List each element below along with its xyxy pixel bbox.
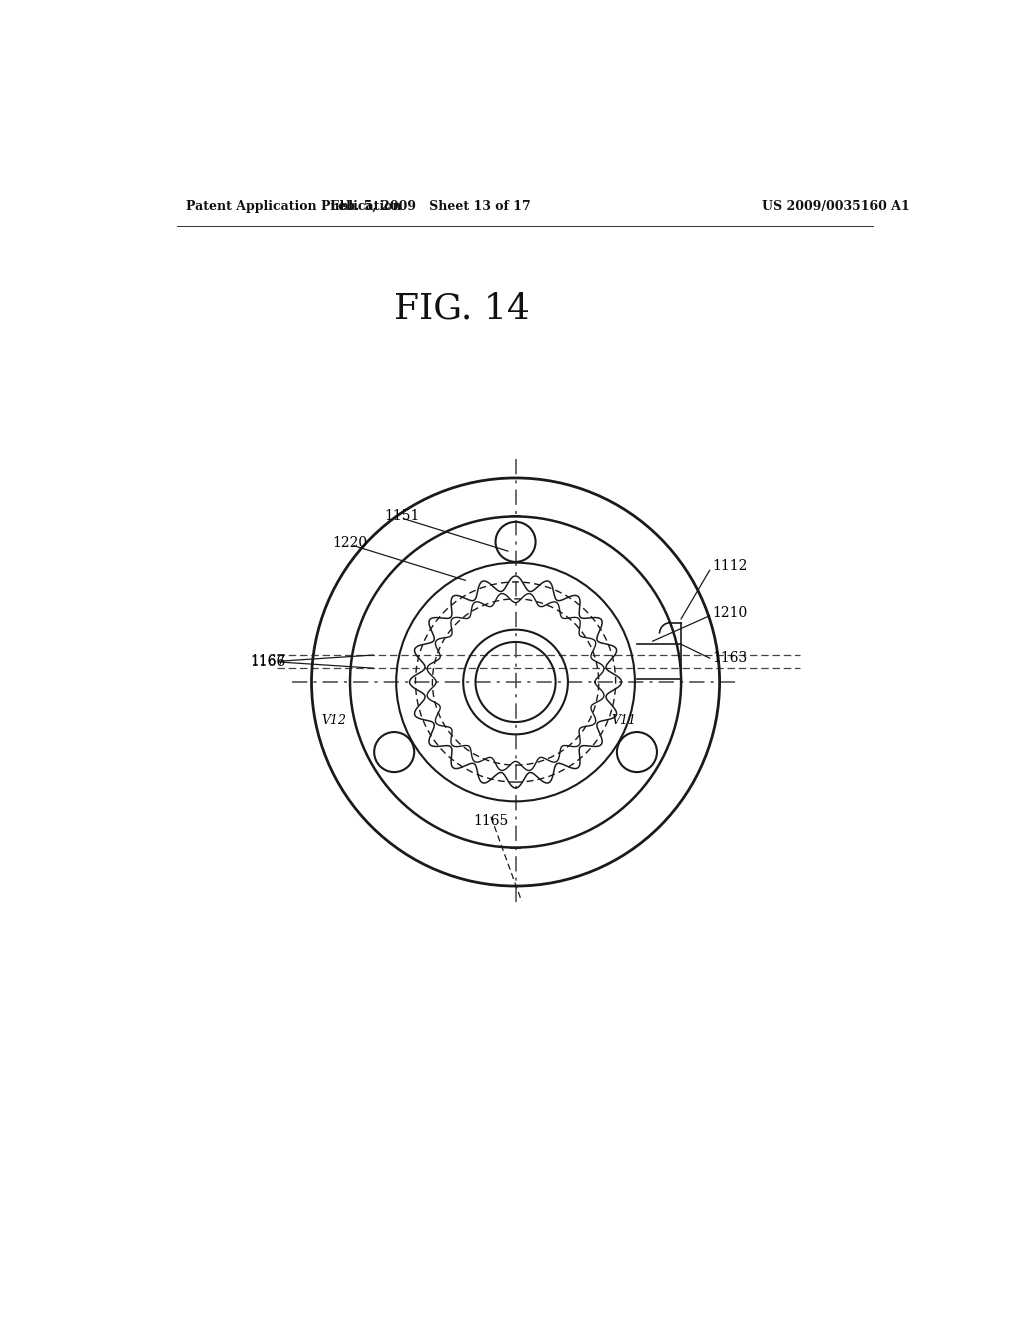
Text: Patent Application Publication: Patent Application Publication <box>186 199 401 213</box>
Text: 1165: 1165 <box>473 813 509 828</box>
Text: 1112: 1112 <box>712 560 748 573</box>
Text: 1220: 1220 <box>333 536 368 550</box>
Text: 1166: 1166 <box>250 655 285 669</box>
Text: FIG. 14: FIG. 14 <box>393 292 529 326</box>
Text: 1151: 1151 <box>385 510 420 524</box>
Text: 1167: 1167 <box>250 655 286 668</box>
Text: US 2009/0035160 A1: US 2009/0035160 A1 <box>762 199 909 213</box>
Text: Feb. 5, 2009   Sheet 13 of 17: Feb. 5, 2009 Sheet 13 of 17 <box>331 199 531 213</box>
Text: V12: V12 <box>322 714 346 727</box>
Text: 1210: 1210 <box>712 606 748 619</box>
Text: 1163: 1163 <box>712 651 748 665</box>
Text: V11: V11 <box>611 714 637 727</box>
